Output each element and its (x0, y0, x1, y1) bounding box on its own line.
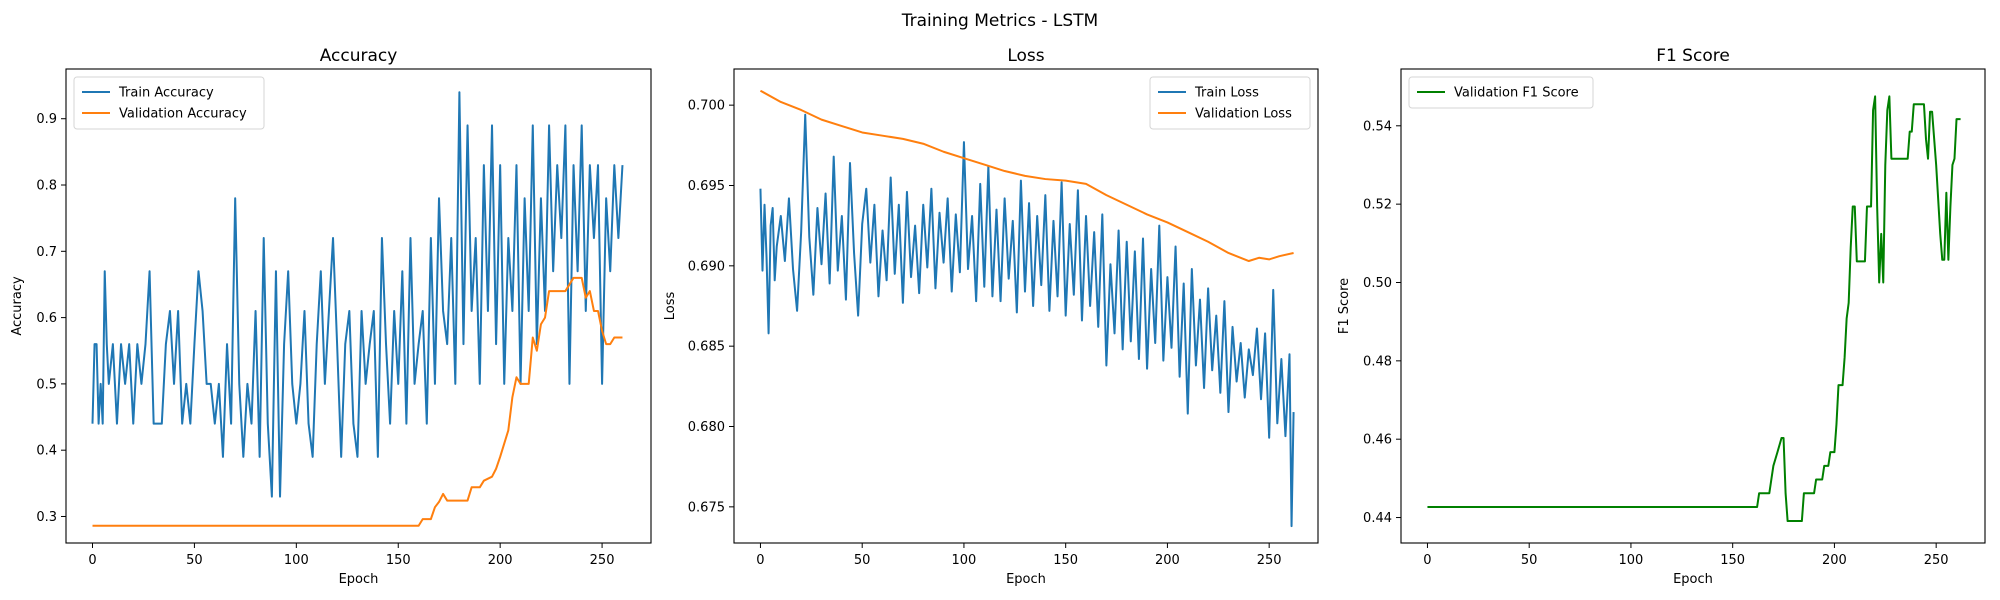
plot-area-frame (65, 68, 652, 544)
x-tick-label: 0 (756, 553, 764, 568)
x-tick-label: 50 (854, 553, 871, 568)
y-tick-label: 0.9 (36, 112, 57, 127)
plot-area-frame (733, 68, 1319, 544)
x-tick-label: 50 (1521, 553, 1538, 568)
y-tick-label: 0.3 (36, 510, 57, 525)
series-line-validation-loss (759, 89, 1294, 263)
y-tick-label: 0.700 (688, 99, 725, 114)
x-axis-label: Epoch (339, 572, 379, 587)
x-tick-label: 250 (590, 553, 615, 568)
x-tick-label: 150 (1720, 553, 1745, 568)
y-axis-label: Loss (663, 292, 678, 321)
x-tick-label: 200 (1155, 553, 1180, 568)
y-tick-label: 0.50 (1363, 276, 1392, 291)
x-tick-label: 50 (186, 553, 203, 568)
x-tick-label: 100 (284, 553, 309, 568)
legend-label: Train Accuracy (118, 86, 214, 101)
chart-panels: Accuracy 0 50 100 150 200 250 0.3 0.4 0.5 0.6 0.7 0.… (10, 46, 1986, 587)
y-tick-label: 0.6 (36, 311, 57, 326)
panel-title: Accuracy (320, 46, 398, 66)
y-tick-label: 0.7 (36, 245, 57, 260)
x-tick-label: 250 (1924, 553, 1949, 568)
x-axis-label: Epoch (1673, 572, 1713, 587)
series-line-train-accuracy (91, 91, 624, 498)
y-axis-label: F1 Score (1337, 278, 1352, 334)
legend-label: Validation Loss (1195, 107, 1292, 122)
y-tick-label: 0.695 (688, 179, 725, 194)
x-tick-label: 0 (1423, 553, 1431, 568)
x-tick-label: 100 (1619, 553, 1644, 568)
y-tick-label: 0.46 (1363, 433, 1392, 448)
panel-title: F1 Score (1656, 46, 1730, 66)
legend-label: Validation Accuracy (119, 107, 247, 122)
x-tick-label: 250 (1257, 553, 1282, 568)
panel-accuracy: Accuracy 0 50 100 150 200 250 0.3 0.4 0.5 0.6 0.7 0.… (10, 46, 652, 587)
y-tick-label: 0.48 (1363, 354, 1392, 369)
series-line-validation-accuracy (92, 276, 623, 527)
x-tick-label: 100 (952, 553, 977, 568)
figure-title: Training Metrics - LSTM (901, 11, 1098, 31)
y-tick-label: 0.690 (688, 259, 725, 274)
x-tick-label: 150 (386, 553, 411, 568)
plot-area-frame (1400, 68, 1986, 544)
y-tick-label: 0.5 (36, 377, 57, 392)
y-axis-label: Accuracy (10, 276, 25, 336)
legend-frame (73, 76, 265, 130)
x-tick-label: 200 (1822, 553, 1847, 568)
legend-label: Train Loss (1194, 86, 1259, 101)
y-tick-label: 0.4 (36, 444, 57, 459)
x-axis-label: Epoch (1006, 572, 1046, 587)
legend: Train Accuracy Validation Accuracy (73, 76, 265, 130)
y-tick-label: 0.8 (36, 179, 57, 194)
legend: Train Loss Validation Loss (1149, 76, 1311, 130)
panel-title: Loss (1007, 46, 1044, 66)
legend-frame (1408, 76, 1594, 109)
x-tick-label: 0 (88, 553, 96, 568)
panel-f1-score: F1 Score 0 50 100 150 200 250 0.44 0.46 0.48 0.50 0… (1337, 46, 1986, 587)
y-tick-label: 0.54 (1363, 119, 1392, 134)
series-line-train-loss (759, 113, 1295, 528)
legend-label: Validation F1 Score (1454, 86, 1579, 101)
series-line-validation-f1-score (1427, 95, 1961, 523)
x-tick-label: 150 (1053, 553, 1078, 568)
y-tick-label: 0.685 (688, 340, 725, 355)
y-tick-label: 0.680 (688, 420, 725, 435)
x-tick-label: 200 (488, 553, 513, 568)
legend-frame (1149, 76, 1311, 130)
legend: Validation F1 Score (1408, 76, 1594, 109)
y-tick-label: 0.675 (688, 500, 725, 515)
y-tick-label: 0.44 (1363, 511, 1392, 526)
panel-loss: Loss 0 50 100 150 200 250 0.675 0.680 0.685 0.690 0… (663, 46, 1319, 587)
y-tick-label: 0.52 (1363, 198, 1392, 213)
